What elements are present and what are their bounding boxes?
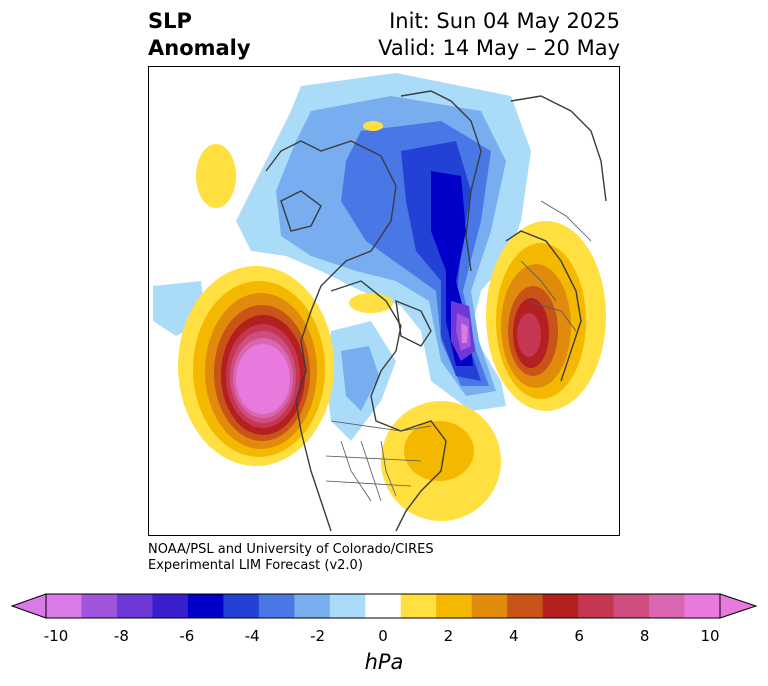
credit-line-2: Experimental LIM Forecast (v2.0) (148, 558, 363, 573)
colorbar-swatch (258, 594, 295, 618)
colorbar-tick-label: 0 (378, 627, 388, 645)
europe-high (486, 221, 606, 411)
colorbar-swatch (471, 594, 508, 618)
colorbar-min-arrow (10, 593, 47, 619)
colorbar-border (45, 593, 721, 619)
colorbar-max-arrow (719, 593, 758, 619)
colorbar-swatch (46, 594, 82, 618)
colorbar-tick-label: 4 (509, 627, 519, 645)
colorbar-tick-label: -8 (113, 627, 129, 645)
map-title: SLP Anomaly (148, 8, 251, 62)
colorbar-swatch (294, 594, 331, 618)
colorbar-tick-label: -4 (244, 627, 260, 645)
credit-line-1: NOAA/PSL and University of Colorado/CIRE… (148, 542, 434, 557)
colorbar-tick-label: 2 (443, 627, 454, 645)
colorbar-swatch (400, 594, 437, 618)
coastlines (265, 90, 607, 532)
colorbar-tick-label: 6 (574, 627, 584, 645)
colorbar-swatch (116, 594, 153, 618)
colorbar-swatch (649, 594, 686, 618)
colorbar-swatch (507, 594, 544, 618)
colorbar-swatch (81, 594, 118, 618)
init-date: Init: Sun 04 May 2025 (389, 9, 620, 33)
colorbar-tick-label: -6 (179, 627, 195, 645)
colorbar-swatch (542, 594, 579, 618)
colorbar-swatch (613, 594, 650, 618)
colorbar-tick-label: -2 (310, 627, 326, 645)
forecast-dates: Init: Sun 04 May 2025 Valid: 14 May – 20… (378, 8, 620, 62)
map-canvas (153, 73, 607, 532)
gulf-of-alaska-high (178, 266, 334, 466)
colorbar-tick-label: 8 (639, 627, 650, 645)
credit-text: NOAA/PSL and University of Colorado/CIRE… (148, 542, 434, 574)
political-borders (325, 200, 592, 502)
title-line-1: SLP (148, 9, 192, 33)
colorbar-swatch (365, 594, 402, 618)
colorbar-swatch (152, 594, 189, 618)
colorbar-swatch (578, 594, 615, 618)
colorbar-swatch (684, 594, 721, 618)
valid-date-range: Valid: 14 May – 20 May (378, 36, 620, 60)
colorbar-units: hPa (364, 650, 404, 674)
colorbar-tick-label: -10 (43, 627, 69, 645)
arctic-low-anomaly (153, 73, 531, 441)
colorbar-tick-label: 10 (700, 627, 720, 645)
title-line-2: Anomaly (148, 36, 251, 60)
colorbar (10, 593, 758, 619)
eastern-us-high (381, 401, 501, 521)
colorbar-swatch (187, 594, 224, 618)
colorbar-swatch (223, 594, 260, 618)
colorbar-swatch (436, 594, 473, 618)
colorbar-swatch (329, 594, 366, 618)
slp-anomaly-map (148, 66, 620, 536)
